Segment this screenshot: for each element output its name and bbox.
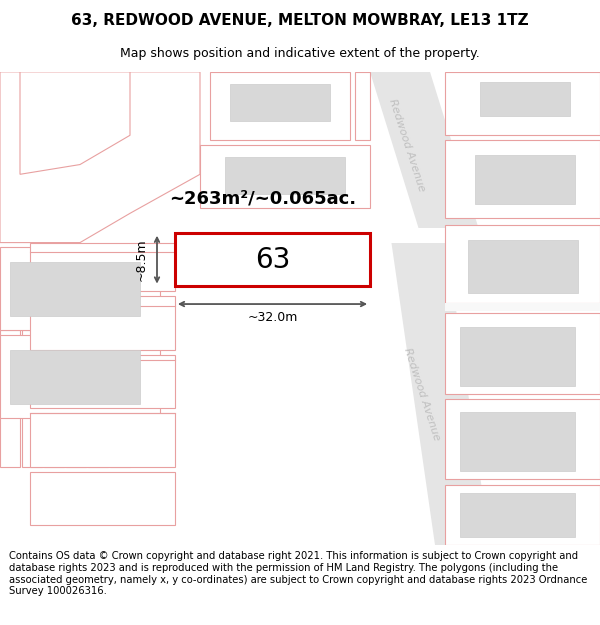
Polygon shape: [0, 331, 20, 467]
Text: ~8.5m: ~8.5m: [134, 238, 148, 281]
Bar: [230, 84, 330, 121]
Polygon shape: [44, 331, 64, 467]
Polygon shape: [390, 233, 490, 545]
Polygon shape: [30, 355, 175, 408]
Polygon shape: [22, 331, 42, 467]
Polygon shape: [390, 228, 445, 242]
Polygon shape: [66, 331, 86, 467]
Polygon shape: [445, 313, 600, 394]
Polygon shape: [30, 413, 175, 467]
Polygon shape: [200, 145, 370, 209]
Bar: [445, 303, 600, 311]
Polygon shape: [20, 72, 130, 174]
Bar: [225, 157, 345, 194]
Text: Contains OS data © Crown copyright and database right 2021. This information is : Contains OS data © Crown copyright and d…: [9, 551, 587, 596]
Bar: [460, 493, 575, 538]
Bar: [10, 262, 140, 316]
Polygon shape: [445, 484, 600, 545]
Text: ~263m²/~0.065ac.: ~263m²/~0.065ac.: [169, 190, 356, 208]
Polygon shape: [0, 248, 160, 331]
Polygon shape: [445, 399, 600, 479]
Polygon shape: [445, 140, 600, 218]
Polygon shape: [30, 472, 175, 526]
Bar: [175, 233, 370, 286]
Polygon shape: [30, 242, 175, 291]
Polygon shape: [370, 72, 480, 233]
Text: Redwood Avenue: Redwood Avenue: [387, 98, 427, 192]
Polygon shape: [355, 72, 370, 140]
Bar: [480, 82, 570, 116]
Polygon shape: [110, 331, 130, 467]
Polygon shape: [445, 225, 600, 303]
Text: Map shows position and indicative extent of the property.: Map shows position and indicative extent…: [120, 48, 480, 61]
Polygon shape: [0, 72, 200, 242]
Text: ~32.0m: ~32.0m: [247, 311, 298, 324]
Polygon shape: [0, 335, 160, 418]
Bar: [468, 239, 578, 293]
Bar: [460, 328, 575, 386]
Polygon shape: [210, 72, 350, 140]
Bar: [475, 155, 575, 204]
Polygon shape: [88, 331, 108, 467]
Polygon shape: [445, 72, 600, 135]
Text: 63: 63: [255, 246, 290, 274]
Bar: [10, 350, 140, 404]
Bar: [460, 412, 575, 471]
Polygon shape: [30, 296, 175, 350]
Text: 63, REDWOOD AVENUE, MELTON MOWBRAY, LE13 1TZ: 63, REDWOOD AVENUE, MELTON MOWBRAY, LE13…: [71, 12, 529, 28]
Text: Redwood Avenue: Redwood Avenue: [402, 346, 442, 441]
